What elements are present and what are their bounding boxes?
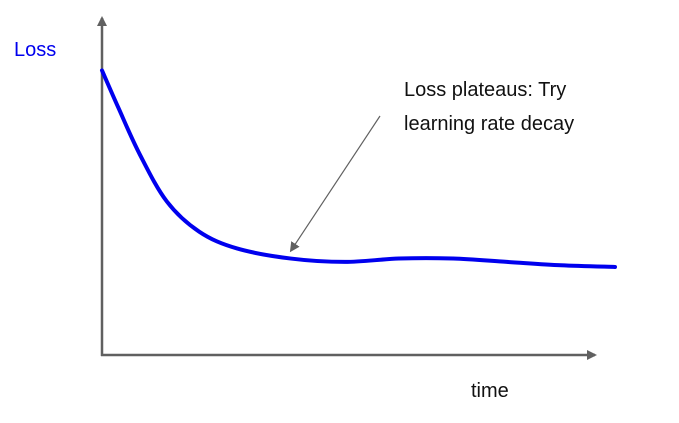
x-axis-label: time bbox=[471, 380, 509, 402]
annotation-line-1: Loss plateaus: Try bbox=[404, 79, 566, 101]
loss-curve-line bbox=[100, 68, 617, 269]
annotation-arrow bbox=[289, 115, 381, 253]
y-axis-label: Loss bbox=[14, 39, 56, 61]
annotation-line-2: learning rate decay bbox=[404, 113, 574, 135]
annotation-text: Loss plateaus: Try learning rate decay bbox=[404, 79, 574, 135]
